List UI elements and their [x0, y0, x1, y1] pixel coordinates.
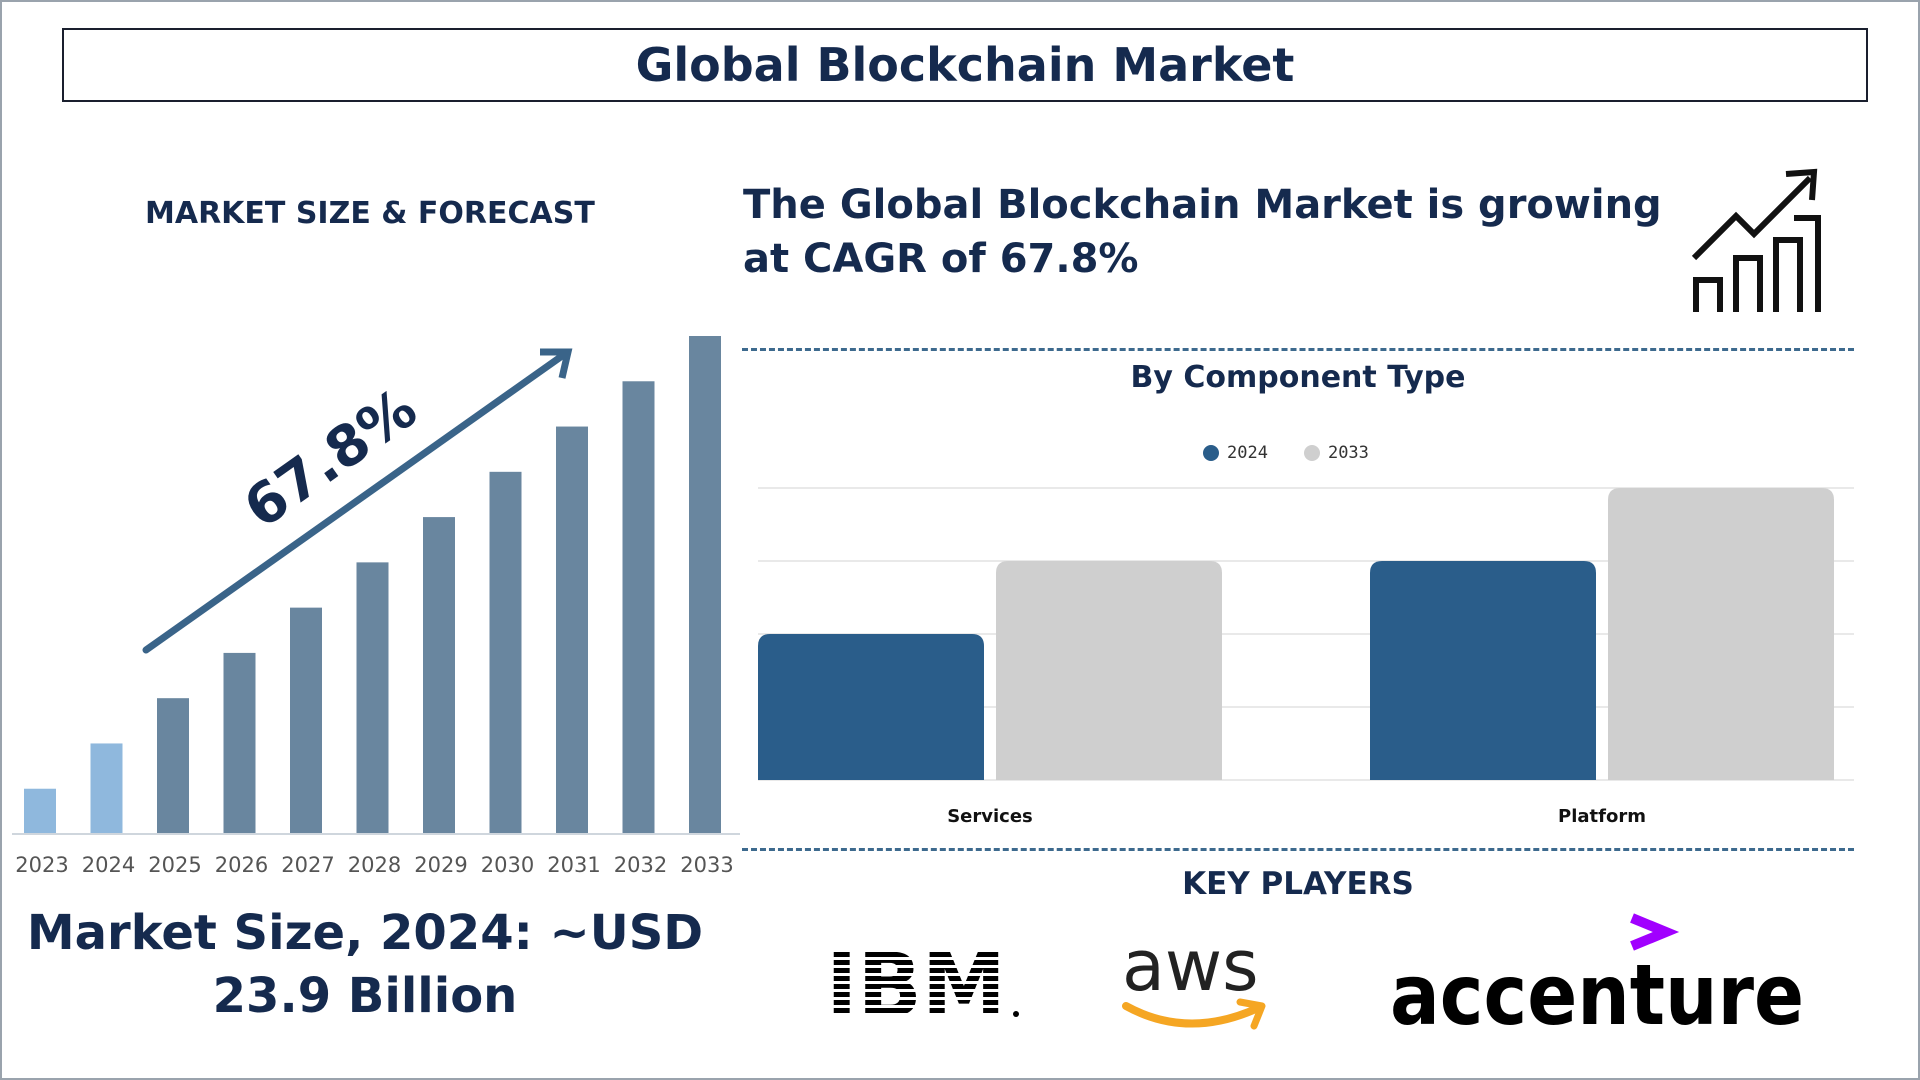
page-title: Global Blockchain Market: [635, 38, 1295, 92]
accenture-logo: accenture: [1390, 913, 1804, 1032]
forecast-tick-2028: 2028: [348, 853, 401, 877]
forecast-bar-2033: [689, 336, 721, 834]
title-box: Global Blockchain Market: [62, 28, 1868, 102]
growth-chart-icon: [1691, 168, 1821, 312]
forecast-tick-2029: 2029: [414, 853, 467, 877]
forecast-tick-2031: 2031: [547, 853, 600, 877]
legend-item-2033: 2033: [1303, 443, 1369, 463]
forecast-tick-2026: 2026: [215, 853, 268, 877]
market-size-forecast-heading: MARKET SIZE & FORECAST: [145, 196, 595, 231]
svg-text:accenture: accenture: [1390, 946, 1804, 1032]
forecast-tick-2032: 2032: [614, 853, 667, 877]
forecast-bar-2032: [622, 381, 655, 834]
forecast-bar-chart: 2023 2024 2025 2026 2027 2028 2029 2030 2031 2032…: [12, 336, 740, 877]
cagr-text: The Global Blockchain Market is growing …: [743, 182, 1662, 282]
ibm-logo: IBM: [826, 944, 1019, 1024]
svg-text:aws: aws: [1122, 928, 1259, 1007]
component-bar-services-2024: [758, 634, 984, 780]
growth-arrow-line: [142, 352, 566, 654]
svg-text:IBM: IBM: [826, 944, 1006, 1024]
forecast-tick-2033: 2033: [680, 853, 733, 877]
component-bar-platform-2033: [1608, 488, 1834, 780]
growth-arrow-head: [540, 348, 573, 379]
component-bar-platform-2024: [1370, 561, 1596, 780]
forecast-bar-2023: [24, 788, 56, 834]
legend-swatch-2024: [1203, 445, 1219, 461]
component-tick-services: Services: [947, 806, 1033, 827]
forecast-bar-2028: [356, 562, 389, 834]
forecast-bar-2024: [90, 743, 123, 834]
component-tick-platform: Platform: [1558, 806, 1646, 827]
forecast-bar-2031: [556, 426, 588, 834]
forecast-bar-2029: [423, 517, 455, 834]
legend-label-2024: 2024: [1227, 443, 1268, 463]
component-bar-chart: Services Platform: [758, 487, 1854, 827]
component-bar-services-2033: [996, 561, 1222, 780]
component-chart-title: By Component Type: [1130, 360, 1466, 395]
legend-item-2024: 2024: [1203, 443, 1268, 463]
forecast-bar-2026: [223, 652, 256, 834]
divider-bottom: [742, 848, 1854, 851]
legend-label-2033: 2033: [1327, 443, 1369, 463]
divider-top: [742, 348, 1854, 351]
forecast-bar-2027: [290, 607, 322, 834]
forecast-tick-2023: 2023: [15, 853, 68, 877]
forecast-tick-2030: 2030: [481, 853, 534, 877]
key-players-title: KEY PLAYERS: [1182, 866, 1414, 902]
aws-logo: aws: [1122, 928, 1266, 1030]
forecast-bar-2025: [157, 698, 189, 834]
component-legend: 2024 2033: [1203, 443, 1369, 463]
forecast-tick-2025: 2025: [148, 853, 201, 877]
legend-swatch-2033: [1303, 445, 1320, 461]
market-size-text: Market Size, 2024: ~USD 23.9 Billion: [26, 905, 704, 1024]
forecast-tick-2024: 2024: [82, 853, 135, 877]
forecast-bar-2030: [489, 471, 522, 834]
forecast-tick-2027: 2027: [281, 853, 334, 877]
